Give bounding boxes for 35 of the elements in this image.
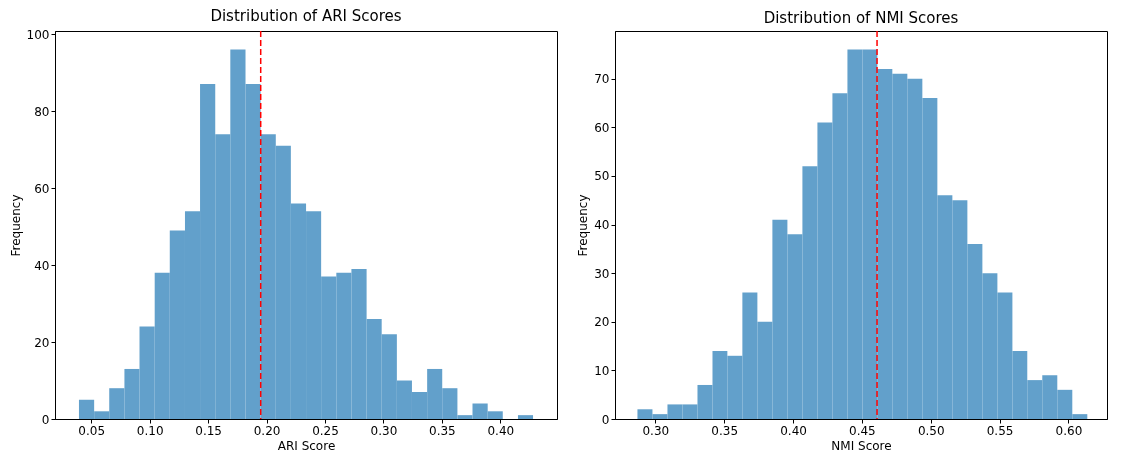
y-tick-label: 60 bbox=[34, 181, 50, 196]
chart-title: Distribution of NMI Scores bbox=[763, 9, 959, 28]
y-tick-label: 80 bbox=[34, 104, 50, 119]
y-tick-label: 0 bbox=[41, 412, 50, 427]
y-tick-label: 30 bbox=[594, 266, 610, 281]
x-tick-label: 0.45 bbox=[849, 423, 876, 438]
x-tick-label: 0.20 bbox=[253, 423, 281, 438]
y-tick-label: 20 bbox=[34, 335, 50, 350]
y-tick-label: 10 bbox=[594, 363, 610, 378]
x-tick-label: 0.50 bbox=[917, 423, 945, 438]
y-tick-label: 20 bbox=[594, 315, 610, 330]
x-tick-label: 0.60 bbox=[1055, 423, 1083, 438]
x-axis-title: NMI Score bbox=[831, 438, 892, 453]
y-axis-title: Frequency bbox=[8, 194, 23, 257]
y-tick-label: 60 bbox=[594, 120, 610, 135]
x-tick-label: 0.55 bbox=[986, 423, 1014, 438]
x-tick-label: 0.35 bbox=[711, 423, 739, 438]
x-tick-label: 0.25 bbox=[312, 423, 339, 438]
x-tick-label: 0.05 bbox=[78, 423, 106, 438]
y-tick-label: 100 bbox=[26, 27, 50, 42]
chart-title: Distribution of ARI Scores bbox=[210, 7, 402, 26]
y-tick-label: 40 bbox=[594, 218, 610, 233]
x-tick-label: 0.40 bbox=[780, 423, 807, 438]
x-axis-title: ARI Score bbox=[277, 438, 336, 453]
x-tick-label: 0.30 bbox=[370, 423, 398, 438]
y-axis-title: Frequency bbox=[576, 194, 591, 257]
y-tick-label: 0 bbox=[601, 412, 610, 427]
y-tick-label: 50 bbox=[594, 169, 610, 184]
x-tick-label: 0.35 bbox=[429, 423, 456, 438]
x-tick-label: 0.15 bbox=[195, 423, 222, 438]
x-tick-label: 0.40 bbox=[487, 423, 515, 438]
x-tick-label: 0.10 bbox=[136, 423, 164, 438]
x-tick-label: 0.30 bbox=[642, 423, 670, 438]
y-tick-label: 70 bbox=[594, 72, 610, 87]
y-tick-label: 40 bbox=[34, 258, 50, 273]
